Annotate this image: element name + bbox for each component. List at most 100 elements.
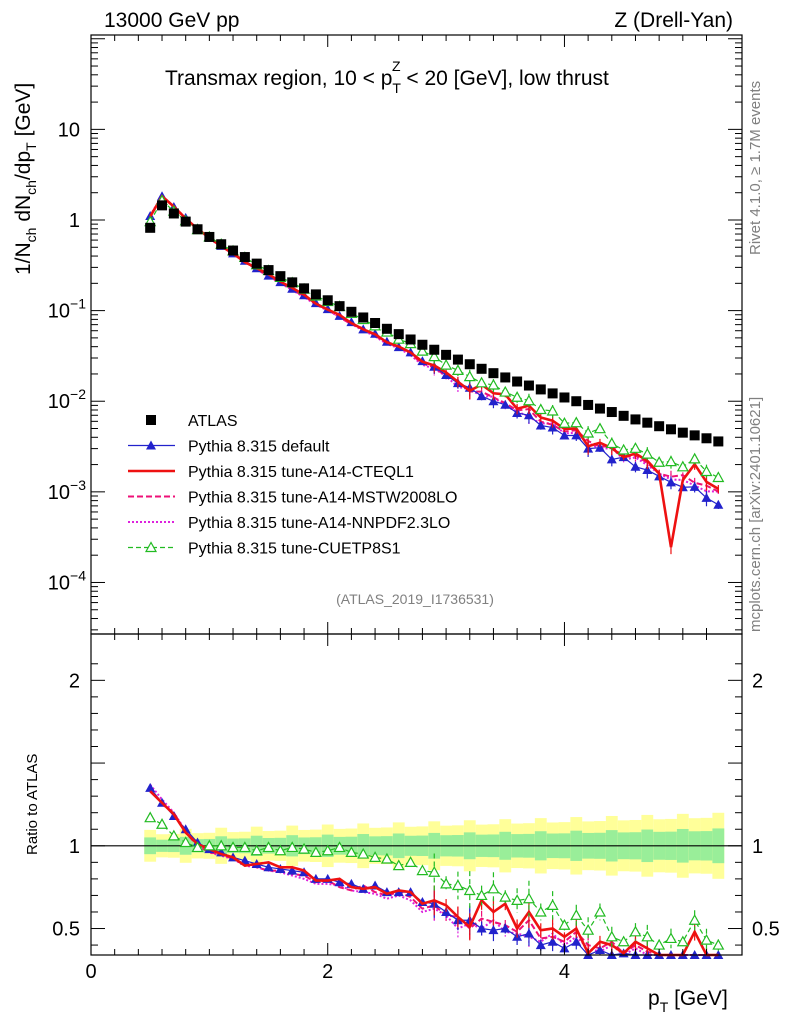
marker-cuetp8s1 [676,460,689,472]
y-tick-label: 10−3 [48,477,86,504]
marker-cuetp8s1 [191,841,204,853]
marker-cuetp8s1 [369,851,382,862]
atlas-point [180,216,191,227]
y-tick-label: 1 [69,210,80,232]
marker-default [488,925,499,935]
marker-cuetp8s1 [629,442,642,453]
marker-cuetp8s1 [475,376,488,388]
atlas-point [322,295,333,306]
marker-default [559,430,570,440]
marker-cuetp8s1 [440,877,453,889]
atlas-point [571,396,582,407]
marker-cuetp8s1 [215,839,228,851]
marker-cuetp8s1 [582,426,595,438]
atlas-point [417,339,428,350]
marker-cuetp8s1 [380,852,393,864]
atlas-point [677,427,688,438]
legend-label: Pythia 8.315 tune-A14-MSTW2008LO [188,490,457,507]
marker-cuetp8s1 [203,839,216,851]
marker-cuetp8s1 [664,932,678,944]
atlas-point [192,224,203,235]
legend: ATLAS Pythia 8.315 default Pythia 8.315 tu… [128,413,457,558]
marker-cuetp8s1 [463,884,476,896]
legend-marker [144,541,158,553]
y-axis-title: 1/Nch dNch/dpT [GeV] [12,83,39,275]
main-plot [144,191,725,555]
marker-default [630,461,641,471]
marker-default [500,923,511,933]
atlas-point [630,414,641,425]
atlas-point [263,265,274,276]
marker-default [713,499,724,509]
legend-entry-cuetp8s1: Pythia 8.315 tune-CUETP8S1 [128,541,401,558]
marker-cuetp8s1 [570,909,583,920]
atlas-point [594,403,605,414]
marker-cuetp8s1 [546,404,559,416]
atlas-point [204,231,215,242]
marker-cuetp8s1 [712,471,725,483]
atlas-point [228,245,239,256]
marker-cuetp8s1 [570,416,583,428]
legend-label: Pythia 8.315 tune-A14-CTEQL1 [188,464,414,481]
marker-cuetp8s1 [511,894,524,905]
marker-cuetp8s1 [558,918,571,930]
marker-cuetp8s1 [664,455,678,467]
atlas-point [701,433,712,444]
marker-default [500,399,511,409]
marker-cuetp8s1 [641,447,654,459]
ratio-tick-label-left: 0.5 [52,919,80,941]
ratio-frame [90,633,743,956]
plot-title: Transmax region, 10 < pTZ < 20 [GeV], lo… [165,58,609,96]
marker-cuetp8s1 [440,358,453,370]
ratio-tick-label-right: 0.5 [752,919,780,941]
marker-default [665,477,676,487]
marker-default [476,391,487,401]
title-main: Transmax region, 10 < p [165,67,392,90]
marker-default [476,923,487,933]
marker-cuetp8s1 [558,416,571,428]
marker-cuetp8s1 [688,914,701,925]
marker-cuetp8s1 [605,930,618,942]
atlas-point [523,380,534,391]
marker-cuetp8s1 [499,385,512,397]
atlas-point [275,271,286,282]
header-left: 13000 GeV pp [104,9,239,32]
marker-cuetp8s1 [309,846,322,858]
x-tick-label: 0 [85,961,96,983]
marker-cuetp8s1 [522,892,535,904]
atlas-point [606,407,617,418]
atlas-point [618,410,629,421]
marker-default [594,945,605,955]
atlas-point [559,392,570,403]
marker-cuetp8s1 [712,938,725,950]
marker-cuetp8s1 [629,925,642,937]
atlas-point [405,334,416,345]
marker-cuetp8s1 [499,890,512,902]
marker-cuetp8s1 [475,889,488,901]
atlas-point [665,424,676,435]
marker-default [606,454,617,464]
marker-cuetp8s1 [463,370,476,382]
atlas-point [145,222,156,233]
marker-cuetp8s1 [451,364,464,376]
marker-cuetp8s1 [404,856,417,867]
marker-default [334,877,345,887]
marker-cuetp8s1 [593,422,606,434]
marker-cuetp8s1 [511,391,524,402]
marker-cuetp8s1 [428,350,441,362]
marker-cuetp8s1 [345,846,358,858]
marker-cuetp8s1 [238,841,251,853]
atlas-point [381,323,392,334]
atlas-point [168,208,179,219]
ratio-tick-label-left: 1 [69,836,80,858]
analysis-id: (ATLAS_2019_I1736531) [336,591,494,607]
marker-cuetp8s1 [487,378,500,390]
atlas-point [310,289,321,300]
atlas-point [393,329,404,340]
atlas-point [547,388,558,399]
marker-cuetp8s1 [298,842,311,854]
x-tick-label: 2 [322,961,333,983]
series-line-cuetp8s1 [149,199,719,479]
marker-cuetp8s1 [286,841,299,853]
